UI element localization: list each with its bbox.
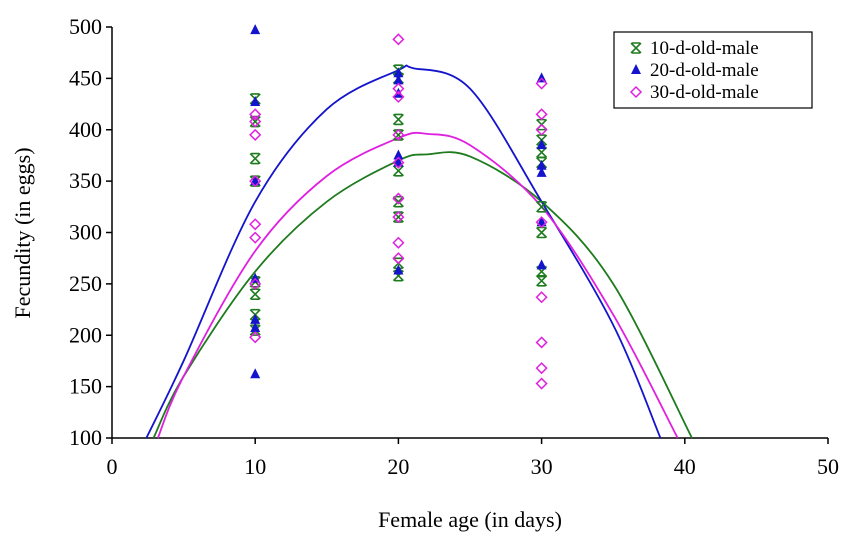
data-point	[250, 313, 261, 324]
fit-curve-3	[156, 131, 679, 439]
data-point	[250, 322, 261, 333]
y-tick-label: 200	[69, 322, 102, 347]
data-point	[536, 146, 548, 159]
data-point	[249, 288, 261, 300]
series-1-points	[249, 64, 548, 336]
y-axis-title: Fecundity (in eggs)	[10, 147, 35, 318]
data-point	[535, 336, 548, 349]
data-point	[536, 259, 547, 270]
data-point	[393, 67, 404, 78]
data-point	[536, 72, 547, 83]
data-point	[631, 64, 641, 74]
data-point	[393, 264, 404, 275]
fit-curve-1	[152, 151, 693, 439]
data-point	[629, 85, 643, 99]
series-2-points	[250, 24, 547, 379]
legend-entry-3: 30-d-old-male	[650, 82, 759, 103]
data-point	[392, 195, 404, 208]
data-point	[536, 226, 548, 239]
data-point	[392, 82, 405, 95]
data-point	[536, 274, 548, 287]
axes: 100 150 200 250 300 350 400 450 500 0 10 20 30 40 50	[69, 14, 839, 479]
y-tick-label: 350	[69, 168, 102, 193]
data-point	[630, 42, 642, 54]
data-point	[535, 216, 548, 229]
data-point	[393, 74, 404, 85]
legend-entry-1: 10-d-old-male	[650, 38, 759, 59]
data-point	[392, 165, 404, 177]
legend-box	[613, 31, 813, 109]
data-point	[250, 272, 261, 283]
data-point	[392, 128, 405, 141]
x-tick-label: 20	[387, 454, 409, 479]
data-point	[392, 33, 405, 46]
data-point	[392, 211, 405, 224]
data-point	[392, 113, 404, 126]
legend-entry-2: 20-d-old-male	[650, 60, 759, 81]
y-tick-label: 100	[69, 425, 102, 450]
data-point	[392, 269, 404, 282]
series-3-points	[249, 33, 548, 390]
data-point	[392, 236, 405, 249]
data-point	[249, 231, 262, 244]
data-point	[392, 90, 405, 103]
fit-curves	[145, 64, 693, 439]
x-tick-label: 0	[107, 454, 118, 479]
y-tick-label: 300	[69, 220, 102, 245]
data-point	[250, 96, 261, 107]
y-tick-label: 250	[69, 271, 102, 296]
data-point	[535, 291, 548, 304]
data-point	[249, 331, 262, 344]
data-point	[536, 265, 548, 278]
x-tick-label: 40	[674, 454, 696, 479]
data-point	[249, 115, 261, 128]
axis-labels: Female age (in days) Fecundity (in eggs)	[10, 147, 562, 532]
data-point	[249, 277, 262, 290]
data-point	[535, 377, 548, 390]
fit-curve-2	[145, 64, 662, 439]
x-tick-label: 10	[244, 454, 266, 479]
x-tick-label: 50	[817, 454, 839, 479]
y-tick-label: 500	[69, 14, 102, 39]
data-point	[250, 368, 261, 379]
data-point	[392, 129, 404, 141]
data-point	[535, 108, 548, 121]
data-point	[250, 24, 261, 35]
x-axis-title: Female age (in days)	[378, 507, 562, 532]
data-point	[249, 175, 262, 188]
data-point	[392, 252, 405, 265]
y-tick-label: 400	[69, 117, 102, 142]
data-points	[249, 24, 548, 390]
data-point	[536, 201, 548, 213]
data-point	[535, 362, 548, 375]
data-point	[535, 77, 548, 90]
data-point	[249, 218, 262, 231]
data-point	[249, 152, 261, 165]
data-point	[249, 115, 262, 128]
data-point	[536, 139, 547, 150]
y-tick-label: 450	[69, 65, 102, 90]
y-tick-label: 150	[69, 374, 102, 399]
data-point	[249, 108, 262, 121]
data-point	[393, 149, 404, 160]
data-point	[392, 211, 404, 223]
data-point	[536, 159, 547, 170]
data-point	[535, 123, 548, 136]
data-point	[392, 156, 405, 169]
data-point	[249, 128, 262, 141]
x-tick-label: 30	[531, 454, 553, 479]
data-point	[392, 192, 405, 205]
data-point	[536, 166, 547, 177]
